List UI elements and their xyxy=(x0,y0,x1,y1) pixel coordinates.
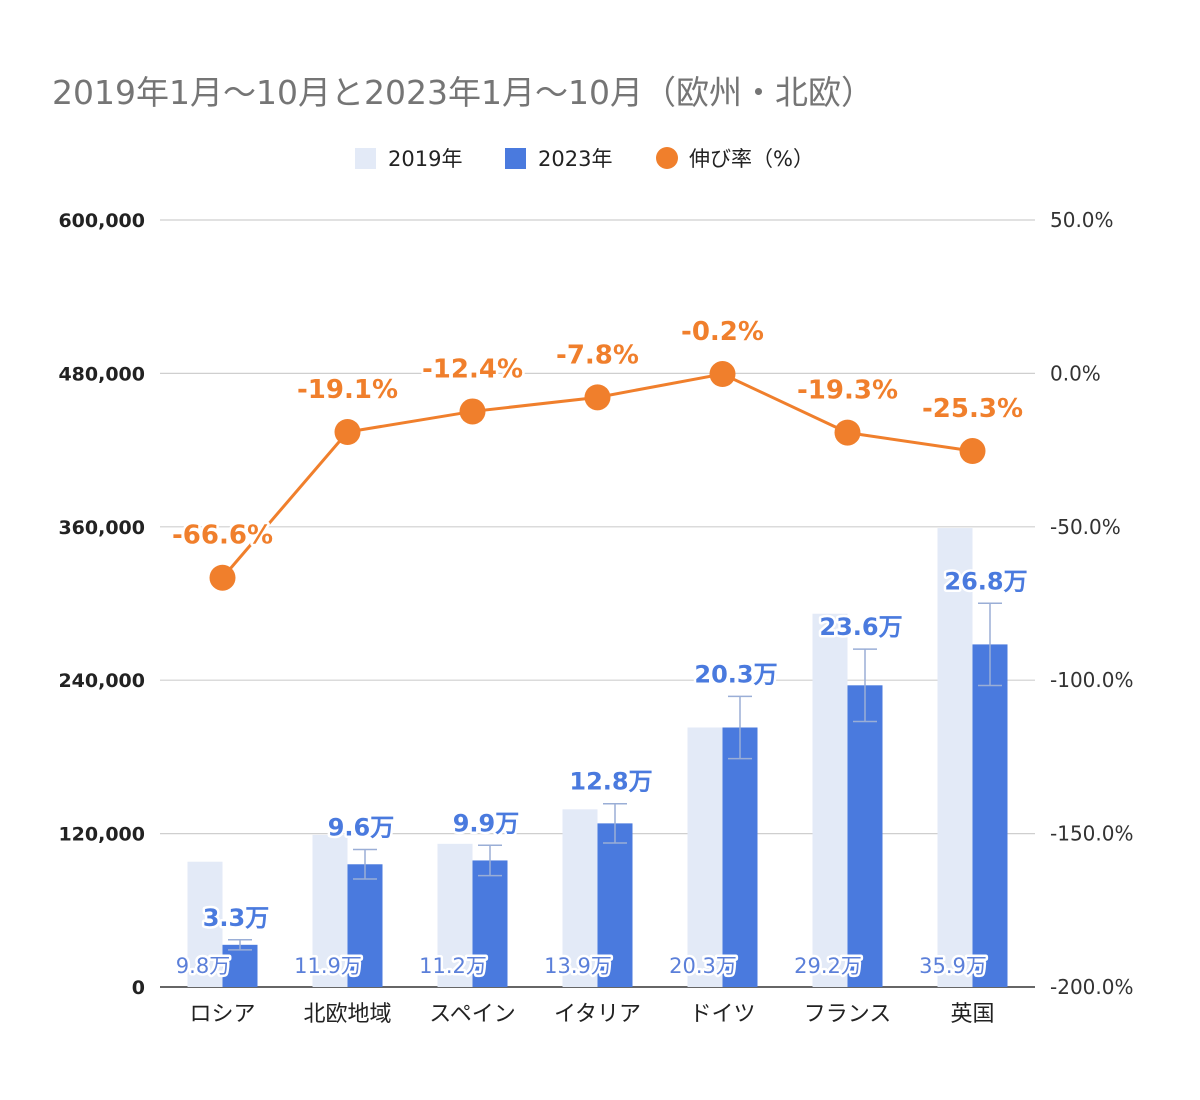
series-2023-labels: 3.3万 9.6万 9.9万 12.8万 20.3万 23.6万 26.8万 xyxy=(200,565,1030,934)
error-bars xyxy=(228,602,1002,951)
bar-2019 xyxy=(437,843,473,987)
data-label-2023: 9.6万 xyxy=(328,814,395,842)
data-label-2023: 23.6万 xyxy=(819,613,902,641)
data-label-2023: 26.8万 xyxy=(944,567,1027,595)
data-label-2019: 11.2万 xyxy=(419,954,487,978)
data-label-2019: 29.2万 xyxy=(794,954,862,978)
left-tick-label: 600,000 xyxy=(58,210,145,232)
left-tick-label: 0 xyxy=(132,977,145,999)
chart-title: 2019年1月〜10月と2023年1月〜10月（欧州・北欧） xyxy=(52,73,874,112)
rate-label: -0.2% xyxy=(681,317,764,347)
rate-label: -12.4% xyxy=(422,354,523,384)
legend-label-1: 2023年 xyxy=(538,147,612,171)
bar-2023 xyxy=(722,727,758,987)
bar-2019 xyxy=(937,528,973,987)
legend-label-0: 2019年 xyxy=(388,147,462,171)
series-2019-bars xyxy=(187,528,973,987)
series-2019-labels: 9.8万 11.9万 11.2万 13.9万 20.3万 29.2万 35.9万 xyxy=(173,952,989,981)
x-tick-label: 北欧地域 xyxy=(303,1002,391,1027)
rate-point xyxy=(584,384,611,411)
bar-2023 xyxy=(222,944,258,987)
bar-2019 xyxy=(562,809,598,987)
left-tick-label: 480,000 xyxy=(58,363,145,385)
x-tick-label: 英国 xyxy=(950,1002,994,1027)
bar-2023 xyxy=(472,860,508,987)
rate-label: -19.1% xyxy=(297,375,398,405)
rate-point xyxy=(709,361,736,388)
right-tick-label: -50.0% xyxy=(1050,515,1121,539)
right-tick-label: 50.0% xyxy=(1050,208,1114,232)
legend-swatch-0 xyxy=(355,148,376,169)
x-tick-label: スペイン xyxy=(429,1002,515,1027)
data-label-2019: 9.8万 xyxy=(176,954,230,978)
data-label-2023: 3.3万 xyxy=(203,904,270,932)
right-tick-label: -200.0% xyxy=(1050,975,1133,999)
rate-point xyxy=(334,418,361,445)
rate-point xyxy=(959,438,986,465)
left-tick-label: 240,000 xyxy=(58,670,145,692)
legend-swatch-2 xyxy=(656,147,678,169)
x-tick-label: ロシア xyxy=(189,1002,255,1027)
data-label-2023: 12.8万 xyxy=(569,768,652,796)
rate-point xyxy=(459,398,486,425)
data-label-2023: 9.9万 xyxy=(453,809,520,837)
right-y-axis: -200.0% -150.0% -100.0% -50.0% 0.0% 50.0% xyxy=(1050,208,1133,999)
bar-2023 xyxy=(847,685,883,987)
bar-2023 xyxy=(597,823,633,987)
data-label-2019: 35.9万 xyxy=(919,954,987,978)
right-tick-label: -100.0% xyxy=(1050,668,1133,692)
left-tick-label: 120,000 xyxy=(58,824,145,846)
bar-2023 xyxy=(347,864,383,987)
data-label-2023: 20.3万 xyxy=(694,660,777,688)
growth-rate-line: -66.6% -19.1% -12.4% -7.8% -0.2% -19.3% -25.3% xyxy=(170,315,1026,591)
rate-point xyxy=(209,564,236,591)
x-axis: ロシア 北欧地域 スペイン イタリア ドイツ フランス 英国 xyxy=(189,1002,994,1027)
data-label-2019: 13.9万 xyxy=(544,954,612,978)
left-tick-label: 360,000 xyxy=(58,517,145,539)
left-y-axis: 0 120,000 240,000 360,000 480,000 600,000 xyxy=(58,210,145,999)
bar-2019 xyxy=(187,861,223,987)
data-label-2019: 20.3万 xyxy=(669,954,737,978)
legend-swatch-1 xyxy=(505,148,526,169)
rate-point xyxy=(834,419,861,446)
data-label-2019: 11.9万 xyxy=(294,954,362,978)
bar-2019 xyxy=(812,613,848,987)
bar-2019 xyxy=(687,727,723,987)
gridlines xyxy=(160,219,1035,988)
x-tick-label: フランス xyxy=(804,1002,892,1027)
series-2023-bars xyxy=(222,644,1008,987)
rate-label: -66.6% xyxy=(172,521,273,551)
bar-2023 xyxy=(972,644,1008,987)
x-tick-label: イタリア xyxy=(554,1002,641,1027)
rate-label: -7.8% xyxy=(556,340,639,370)
rate-label: -19.3% xyxy=(797,376,898,406)
right-tick-label: 0.0% xyxy=(1050,361,1101,385)
right-tick-label: -150.0% xyxy=(1050,822,1133,846)
x-tick-label: ドイツ xyxy=(689,1002,755,1027)
legend-label-2: 伸び率（%） xyxy=(689,147,814,171)
rate-label: -25.3% xyxy=(922,394,1023,424)
bar-2019 xyxy=(312,834,348,987)
legend: 2019年 2023年 伸び率（%） xyxy=(355,147,814,171)
